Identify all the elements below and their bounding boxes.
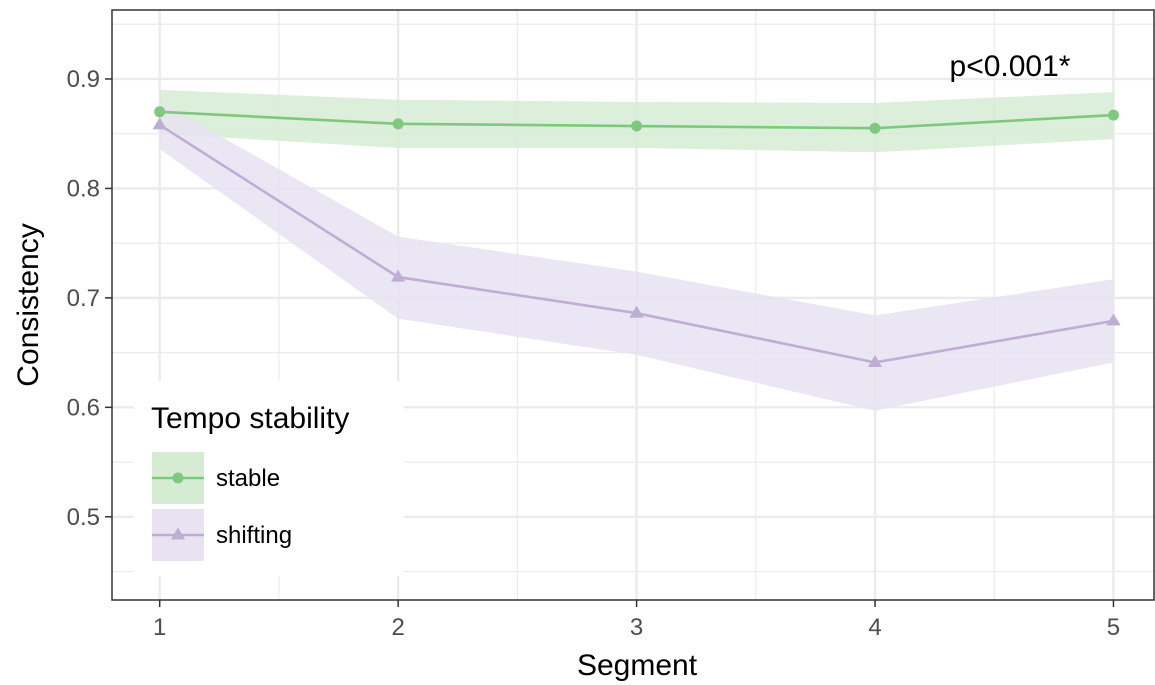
x-axis-title: Segment	[577, 649, 698, 682]
point-stable	[631, 120, 643, 132]
band-shifting	[159, 101, 1114, 411]
legend-label-shifting: shifting	[216, 522, 292, 549]
y-axis-title: Consistency	[12, 223, 45, 386]
point-stable	[869, 122, 881, 134]
x-axis: 1 2 3 4 5	[153, 600, 1120, 641]
y-tick-label: 0.8	[67, 175, 100, 202]
legend-key-marker-stable	[172, 472, 184, 484]
legend-label-stable: stable	[216, 465, 280, 492]
p-value-annotation: p<0.001*	[950, 50, 1071, 83]
point-shifting	[1106, 313, 1121, 326]
legend-title: Tempo stability	[151, 402, 349, 435]
x-tick-label: 1	[153, 614, 166, 641]
x-tick-label: 2	[391, 614, 404, 641]
point-shifting	[391, 269, 406, 282]
y-axis: 0.5 0.6 0.7 0.8 0.9	[67, 66, 112, 531]
point-stable	[1107, 109, 1119, 121]
series-points	[152, 106, 1121, 367]
y-tick-label: 0.5	[67, 504, 100, 531]
point-stable	[154, 106, 166, 118]
legend: Tempo stability stable shifting	[134, 381, 404, 576]
y-tick-label: 0.6	[67, 394, 100, 421]
y-tick-label: 0.7	[67, 285, 100, 312]
y-tick-label: 0.9	[67, 66, 100, 93]
panel-border	[111, 9, 1155, 601]
legend-keys: stable shifting	[152, 452, 292, 561]
point-shifting	[629, 305, 644, 318]
point-shifting	[152, 117, 167, 130]
point-stable	[392, 118, 404, 130]
x-tick-label: 3	[630, 614, 643, 641]
x-tick-label: 5	[1107, 614, 1120, 641]
legend-key-marker-shifting	[170, 527, 186, 540]
x-tick-label: 4	[868, 614, 881, 641]
point-shifting	[867, 354, 883, 367]
